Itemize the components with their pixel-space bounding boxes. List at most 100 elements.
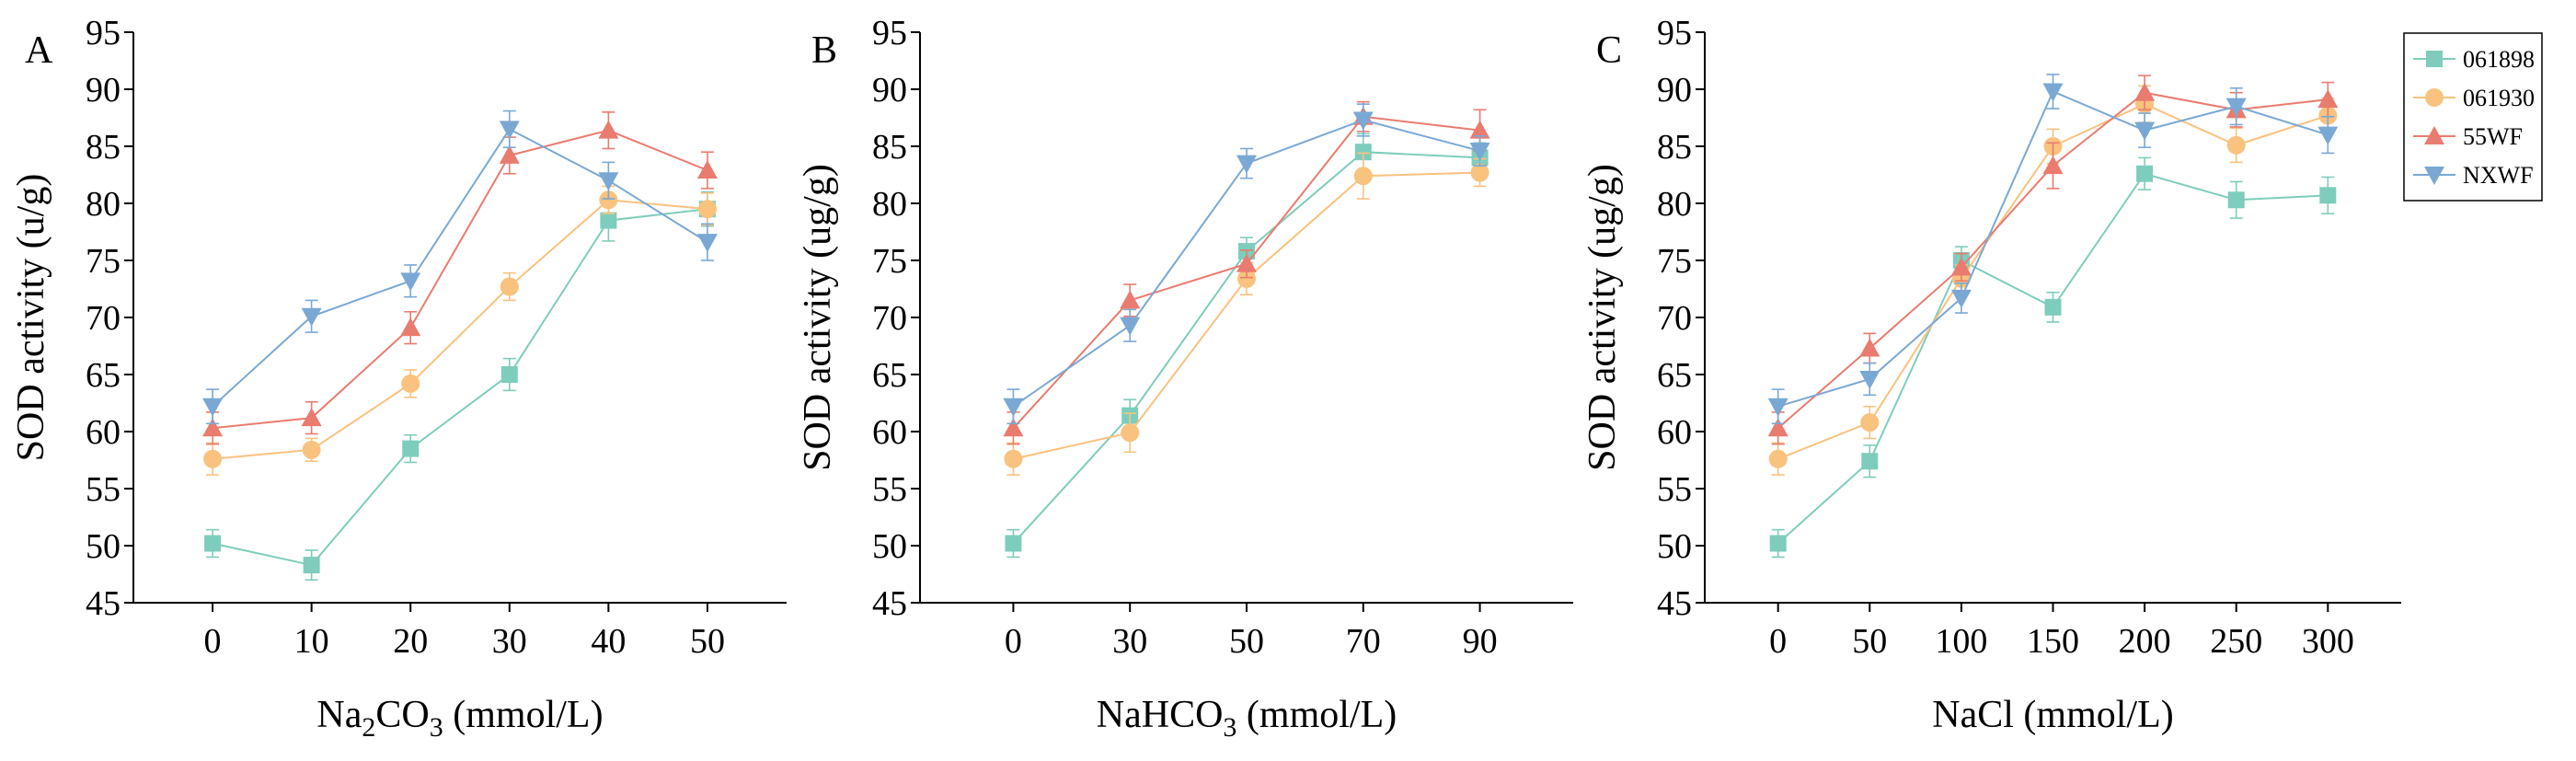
x-tick-label: 150 [2027, 622, 2079, 661]
data-point [598, 172, 619, 191]
legend-item-061930: 061930 [2413, 85, 2535, 111]
legend-item-nxwf: NXWF [2413, 162, 2534, 189]
y-axis-label: SOD activity (ug/g) [797, 164, 839, 471]
y-axis-label: SOD activity (ug/g) [1581, 164, 1624, 471]
series-line [212, 199, 708, 460]
data-point [1353, 167, 1373, 186]
legend-marker [2425, 88, 2444, 107]
data-point [400, 272, 421, 292]
data-point [2042, 83, 2064, 102]
legend-marker [2424, 126, 2444, 144]
series-nxwf [1767, 74, 2339, 425]
data-point [1950, 289, 1972, 308]
data-point [1769, 535, 1787, 552]
x-tick-label: 50 [1229, 622, 1264, 661]
data-point [1237, 269, 1256, 288]
y-tick-label: 60 [872, 413, 907, 452]
x-tick-label: 70 [1346, 622, 1381, 661]
data-point [2317, 126, 2339, 145]
data-point [500, 366, 518, 383]
data-point [1950, 257, 1972, 276]
legend-label: 55WF [2463, 123, 2523, 150]
panel-a: 45 50 55 60 65 70 75 80 85 90 95 0 10 20 30 40 50 A SOD ac… [10, 14, 787, 743]
y-tick-label: 60 [1657, 413, 1692, 452]
x-tick-label: 10 [294, 622, 329, 661]
legend-label: 061898 [2463, 46, 2535, 73]
data-point [2134, 82, 2156, 101]
data-point [202, 398, 224, 417]
series-line [212, 129, 708, 430]
y-tick-label: 75 [872, 242, 907, 281]
data-point [1005, 535, 1022, 552]
y-tick-label: 75 [1657, 242, 1692, 281]
series-line [212, 208, 708, 567]
legend-item-55wf: 55WF [2413, 123, 2523, 150]
data-point [1861, 453, 1879, 470]
legend-item-061898: 061898 [2413, 46, 2535, 73]
series-nxwf [202, 110, 718, 425]
data-point [499, 144, 520, 164]
y-tick-label: 80 [86, 185, 121, 224]
x-tick-label: 90 [1463, 622, 1498, 661]
data-point [1767, 418, 1788, 437]
legend-label: 061930 [2463, 85, 2535, 111]
data-point [202, 418, 224, 437]
series-line [1012, 151, 1480, 545]
panel-label: A [25, 29, 53, 72]
data-point [1768, 449, 1788, 468]
data-point [1004, 449, 1023, 468]
y-tick-label: 90 [872, 71, 907, 110]
data-point [2134, 121, 2156, 141]
series-061898 [1769, 156, 2337, 559]
data-point [600, 212, 617, 229]
y-tick-label: 90 [1657, 71, 1692, 110]
data-point [1352, 111, 1374, 131]
series-061930 [1004, 152, 1489, 476]
y-tick-label: 55 [1657, 470, 1692, 509]
y-tick-label: 45 [86, 584, 121, 623]
series-line [1777, 172, 2329, 545]
data-point [499, 121, 520, 140]
y-tick-label: 95 [872, 14, 907, 52]
data-point [1236, 253, 1257, 272]
y-tick-label: 60 [86, 413, 121, 452]
data-point [1236, 155, 1257, 174]
series-line [1013, 171, 1480, 460]
panel-c: 45 50 55 60 65 70 75 80 85 90 95 0 50 100 150 200 250 300… [1581, 14, 2401, 736]
x-tick-label: 50 [1852, 622, 1887, 661]
data-point [204, 535, 222, 552]
data-point [2136, 165, 2154, 182]
y-tick-label: 65 [86, 356, 121, 395]
data-point [1859, 370, 1880, 389]
panel-label: B [811, 29, 837, 72]
y-tick-label: 95 [1657, 14, 1692, 52]
data-point [1003, 418, 1024, 437]
legend: 061898 061930 55WF NXWF [2403, 32, 2543, 202]
y-tick-label: 95 [86, 14, 121, 52]
x-axis-label: NaCl (mmol/L) [1932, 694, 2173, 736]
x-tick-label: 0 [204, 622, 222, 661]
data-point [302, 440, 321, 459]
legend-marker [2426, 51, 2443, 67]
y-tick-label: 75 [86, 242, 121, 281]
series-55wf [202, 111, 718, 445]
y-tick-label: 55 [86, 470, 121, 509]
y-tick-label: 85 [86, 128, 121, 167]
data-point [1003, 398, 1024, 417]
series-061930 [203, 185, 717, 476]
legend-label: NXWF [2463, 162, 2534, 189]
data-point [1469, 142, 1490, 161]
y-tick-label: 50 [86, 527, 121, 566]
data-point [1470, 163, 1489, 182]
data-point [2319, 187, 2337, 204]
data-point [1767, 398, 1788, 417]
y-tick-label: 90 [86, 71, 121, 110]
data-point [1860, 413, 1880, 432]
data-point [599, 190, 618, 210]
x-tick-label: 0 [1005, 622, 1022, 661]
data-point [1120, 290, 1141, 309]
data-point [2227, 191, 2245, 209]
panel-b: 45 50 55 60 65 70 75 80 85 90 95 0 30 50 70 90 B SOD acti… [797, 14, 1573, 743]
y-tick-label: 70 [872, 299, 907, 338]
x-tick-label: 0 [1769, 622, 1787, 661]
